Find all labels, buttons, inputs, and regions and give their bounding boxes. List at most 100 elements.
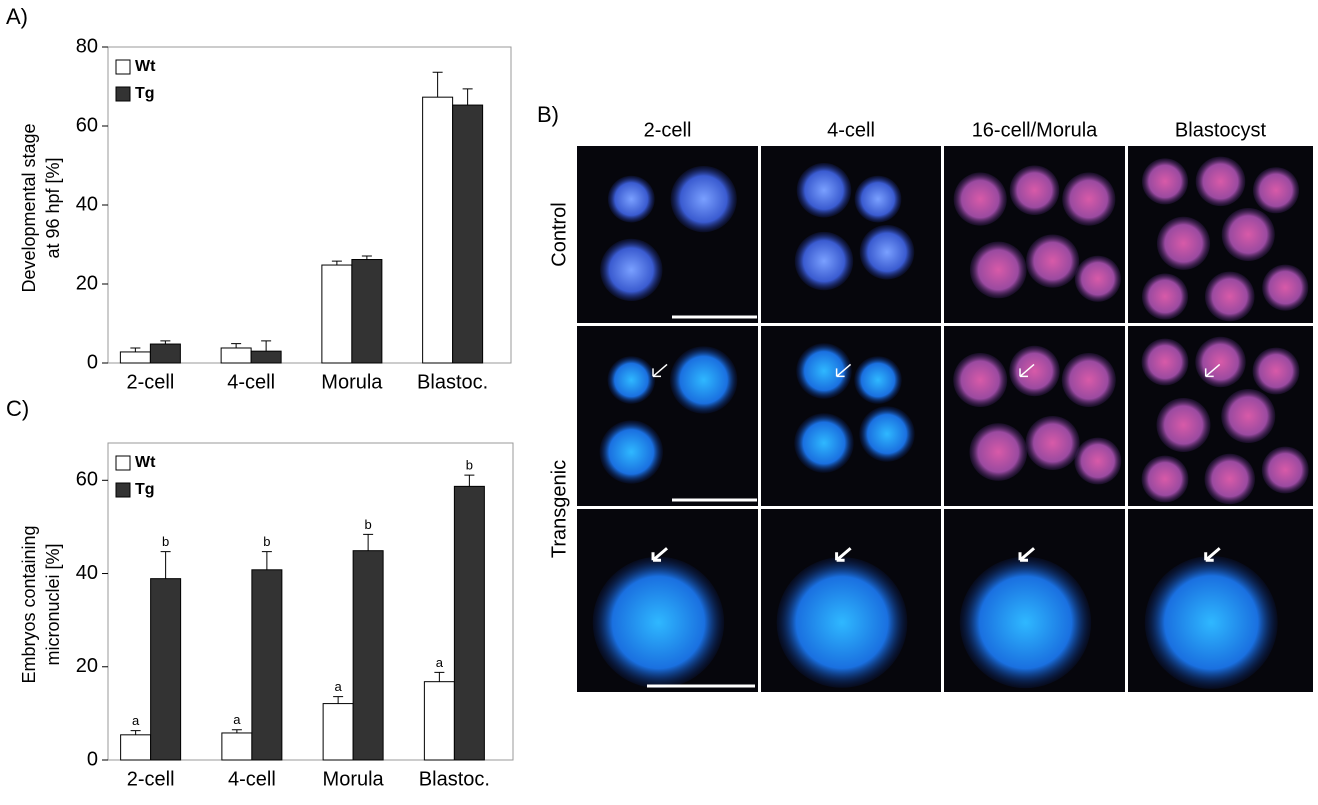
x-tick-label: 2-cell: [127, 768, 175, 790]
y-tick-label: 0: [87, 748, 98, 770]
cell: [969, 241, 1027, 299]
x-tick-label: 4-cell: [227, 371, 275, 393]
error-bar: [434, 671, 445, 682]
cell: [1204, 271, 1255, 322]
significance-label: a: [335, 679, 343, 694]
cell: [1061, 353, 1116, 407]
micrograph: [761, 146, 941, 323]
bar: [251, 569, 283, 761]
bar: [120, 734, 152, 761]
legend-swatch: [115, 455, 131, 471]
error-bar: [231, 729, 242, 733]
cell: [1026, 234, 1080, 288]
error-bar: [363, 533, 374, 551]
y-tick-label: 20: [76, 272, 98, 294]
cell: [953, 353, 1008, 407]
cell: [1221, 207, 1275, 262]
significance-label: b: [263, 534, 270, 549]
arrow: [835, 547, 852, 562]
cell: [1141, 338, 1189, 386]
legend-swatch: [115, 482, 131, 498]
bar: [250, 350, 282, 364]
cell: [1141, 455, 1189, 503]
cell: [1025, 416, 1080, 470]
cell: [592, 556, 725, 689]
x-tick-label: Morula: [323, 768, 385, 790]
bar: [453, 485, 485, 761]
micrograph-grid: 2-cell 4-cell 16-cell/Morula Blastocyst Cont…: [548, 119, 1313, 692]
cell: [959, 556, 1092, 689]
legend-swatch: [115, 59, 131, 75]
cell: [794, 413, 854, 473]
cell: [1156, 398, 1211, 452]
y-tick-label: 0: [87, 351, 98, 373]
y-tick-label: 40: [76, 562, 98, 584]
significance-label: b: [365, 517, 372, 532]
cell: [1221, 389, 1276, 443]
bar: [422, 96, 454, 364]
error-bar: [261, 551, 272, 570]
y-tick-label: 60: [76, 114, 98, 136]
y-tick-label: 40: [76, 193, 98, 215]
bar: [352, 550, 384, 761]
micrograph: [577, 146, 758, 323]
error-bar: [231, 343, 242, 348]
cell: [607, 356, 656, 404]
cell: [859, 406, 915, 462]
error-bar: [464, 474, 475, 487]
legend-label: Tg: [135, 85, 155, 102]
cell: [1062, 172, 1116, 226]
column-header: Blastocyst: [1175, 119, 1267, 141]
y-tick-label: 20: [76, 655, 98, 677]
panel-label: A): [6, 4, 28, 29]
legend-swatch: [115, 86, 131, 102]
cell: [794, 231, 854, 291]
error-bar: [130, 347, 141, 352]
cell: [1144, 556, 1278, 689]
y-axis-label: Embryos containing: [19, 525, 39, 683]
plot-frame: [107, 442, 514, 761]
bar: [423, 681, 455, 761]
bar: [452, 104, 484, 364]
error-bar: [160, 340, 171, 345]
bar: [220, 347, 252, 364]
y-axis-label: at 96 hpf [%]: [43, 157, 63, 258]
y-tick-label: 60: [76, 469, 98, 491]
error-bar: [333, 696, 344, 704]
column-header: 16-cell/Morula: [972, 119, 1098, 141]
arrow: [1018, 547, 1035, 562]
bar: [119, 351, 151, 364]
cell: [953, 172, 1007, 226]
y-axis-label: Developmental stage: [19, 123, 39, 292]
legend-label: Wt: [135, 58, 156, 75]
significance-label: a: [233, 712, 241, 727]
error-bar: [361, 255, 372, 260]
cell: [1074, 255, 1121, 302]
panel-label: C): [6, 396, 29, 421]
cell: [1262, 264, 1309, 311]
y-tick-label: 80: [76, 35, 98, 57]
arrow: [1019, 363, 1035, 378]
bar: [322, 703, 354, 761]
cell: [1141, 158, 1189, 205]
y-axis-label: micronuclei [%]: [43, 543, 63, 665]
bar: [221, 732, 253, 761]
cell: [607, 175, 655, 223]
bar: [321, 264, 353, 364]
row-label: Control: [548, 202, 570, 266]
x-tick-label: 4-cell: [228, 768, 276, 790]
significance-label: a: [436, 655, 444, 670]
error-bar: [160, 551, 171, 579]
cell: [670, 346, 738, 414]
error-bar: [130, 730, 141, 735]
cell: [776, 557, 908, 688]
cell: [1195, 156, 1246, 207]
cell: [859, 224, 915, 280]
micrograph: [577, 326, 758, 506]
cell: [854, 356, 902, 404]
cell: [1252, 347, 1300, 395]
significance-label: b: [162, 534, 169, 549]
significance-label: b: [466, 458, 473, 473]
row-label: Transgenic: [548, 460, 570, 558]
